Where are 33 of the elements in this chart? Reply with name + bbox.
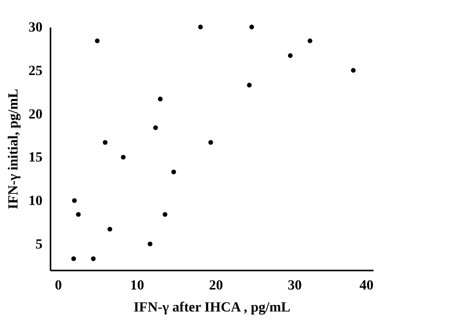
y-axis-title: IFN-γ initial, pg/mL [6,88,22,210]
point [153,125,158,130]
point [308,38,312,44]
point [350,68,356,73]
point [198,24,203,30]
y-tick-label: 5 [36,237,42,252]
x-tick-label: 0 [54,278,62,294]
point [102,140,108,145]
x-tick-label: 10 [130,278,144,294]
point [71,256,76,262]
point [288,53,293,58]
point [171,170,176,174]
point [72,198,77,203]
point [158,96,163,102]
point [208,140,214,145]
point [90,256,96,262]
x-tick-label: 30 [288,278,302,294]
y-tick-label: 25 [28,64,42,79]
y-tick-label: 20 [28,107,42,122]
y-tick-label: 15 [28,150,42,166]
y-tick-label: 10 [28,194,42,210]
x-tick-label: 40 [360,278,374,294]
x-tick-label: 20 [208,278,223,294]
x-axis-title: IFN-γ after IHCA , pg/mL [134,300,290,316]
point [108,226,112,232]
point [148,242,152,246]
point [76,212,81,217]
y-tick-label: 30 [28,20,42,36]
point [246,82,252,88]
point [249,24,254,30]
point [120,154,126,160]
point [94,38,100,44]
point [162,212,168,217]
